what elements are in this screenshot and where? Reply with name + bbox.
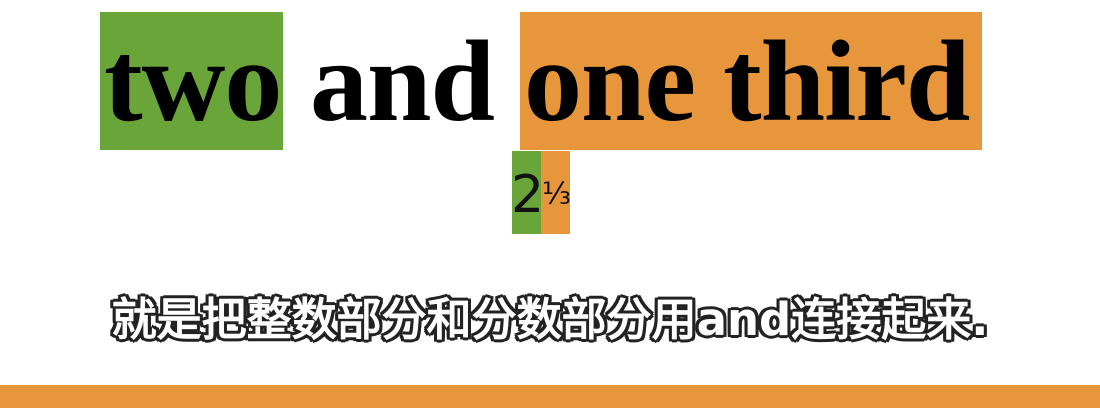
connector-word: and (310, 18, 495, 146)
mixed-number-whole: 2 (511, 165, 545, 225)
whole-number-highlight (100, 12, 283, 150)
subtitle-caption: 就是把整数部分和分数部分用and连接起来. (111, 293, 989, 346)
mixed-number-fraction: ⅓ (542, 177, 572, 212)
mixed-whole-highlight (512, 151, 542, 234)
bottom-bar (0, 385, 1100, 408)
whole-number-word: two (104, 18, 282, 146)
mixed-fraction-highlight (541, 151, 570, 234)
fraction-words: one third (524, 18, 970, 146)
fraction-highlight (520, 12, 982, 150)
